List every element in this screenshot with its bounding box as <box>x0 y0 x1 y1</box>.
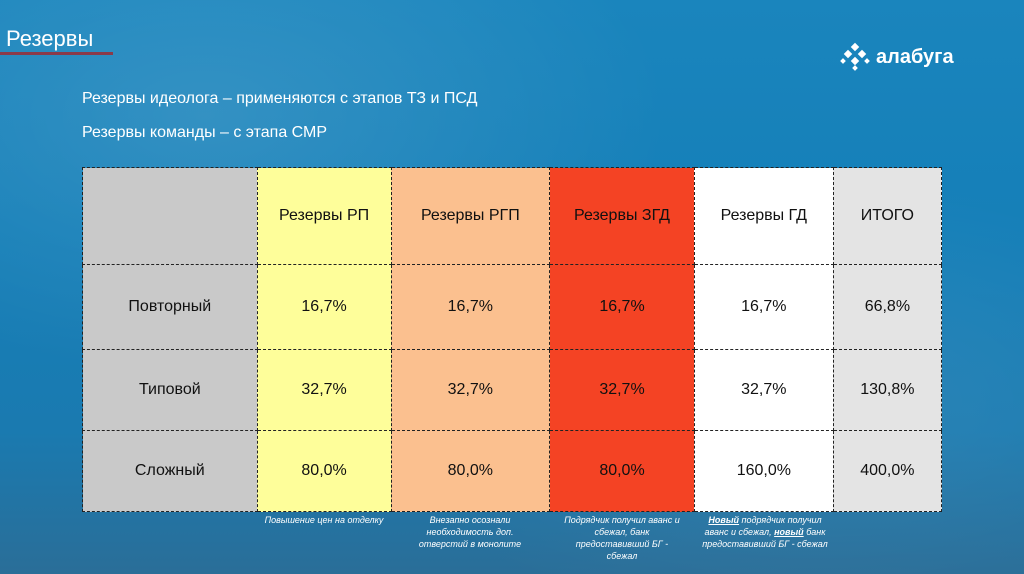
note-gd-text-2: банк предоставивший БГ - сбежал <box>702 527 828 549</box>
note-gd-text-1: подрядчик получил аванс и сбежал, <box>704 515 822 537</box>
table-cell: 80,0% <box>256 430 392 512</box>
note-rgp: Внезапно осознали необходимость доп. отв… <box>418 515 522 549</box>
slide-title: Резервы <box>6 26 94 51</box>
table-row: Сложный 80,0% 80,0% 80,0% 160,0% 400,0% <box>82 430 943 512</box>
header-cell: ИТОГО <box>832 167 943 265</box>
reserves-table: Резервы РП Резервы РГП Резервы ЗГД Резер… <box>82 167 943 512</box>
note-zgd: Подрядчик получил аванс и сбежал, банк п… <box>564 515 680 561</box>
note-gd-bold-1: Новый <box>708 515 740 525</box>
logo-text: алабуга <box>876 45 954 68</box>
table-cell: 16,7% <box>390 264 551 350</box>
table-cell: 80,0% <box>549 430 695 512</box>
logo-icon <box>840 42 870 71</box>
title-underline <box>0 52 113 55</box>
header-cell: Резервы РП <box>256 167 392 265</box>
row-label: Повторный <box>82 264 258 350</box>
table-cell: 16,7% <box>693 264 834 350</box>
row-label: Типовой <box>82 349 258 431</box>
team-reserves-text: Резервы команды – с этапа СМР <box>82 124 328 141</box>
note-rp: Повышение цен на отделку <box>264 515 384 525</box>
table-cell: 32,7% <box>256 349 392 431</box>
table-cell: 80,0% <box>390 430 551 512</box>
table-cell: 16,7% <box>549 264 695 350</box>
logo: алабуга <box>840 42 954 72</box>
header-cell <box>82 167 258 265</box>
table-row: Типовой 32,7% 32,7% 32,7% 32,7% 130,8% <box>82 349 943 431</box>
table-cell: 16,7% <box>256 264 392 350</box>
table-cell: 130,8% <box>832 349 943 431</box>
table-cell: 32,7% <box>390 349 551 431</box>
table-cell: 66,8% <box>832 264 943 350</box>
table-cell: 32,7% <box>693 349 834 431</box>
note-gd: Новый подрядчик получил аванс и сбежал, … <box>702 514 828 550</box>
table-cell: 400,0% <box>832 430 943 512</box>
header-cell: Резервы РГП <box>390 167 551 265</box>
ideologist-reserves-text: Резервы идеолога – применяются с этапов … <box>82 90 478 107</box>
note-gd-bold-2: новый <box>774 527 804 537</box>
table-header-row: Резервы РП Резервы РГП Резервы ЗГД Резер… <box>82 167 943 265</box>
header-cell: Резервы ЗГД <box>549 167 695 265</box>
table-cell: 32,7% <box>549 349 695 431</box>
header-cell: Резервы ГД <box>693 167 834 265</box>
row-label: Сложный <box>82 430 258 512</box>
table-cell: 160,0% <box>693 430 834 512</box>
table-row: Повторный 16,7% 16,7% 16,7% 16,7% 66,8% <box>82 264 943 350</box>
